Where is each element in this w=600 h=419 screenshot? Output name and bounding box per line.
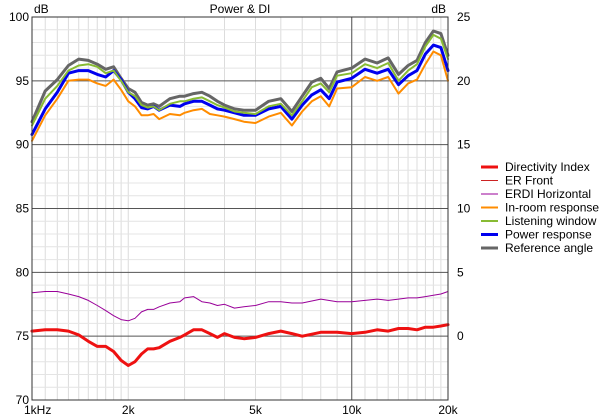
x-tick-label: 10k xyxy=(342,403,362,417)
right-tick-label: 5 xyxy=(457,265,464,279)
series-line-in-room-response xyxy=(31,50,449,142)
series-layer xyxy=(30,29,450,367)
left-tick-label: 100 xyxy=(9,10,29,24)
right-tick-label: 15 xyxy=(457,138,471,152)
right-axis-unit: dB xyxy=(431,2,446,16)
series-line-erdi-horizontal xyxy=(31,291,449,322)
legend-label-listening-window: Listening window xyxy=(505,214,597,228)
legend-label-reference-angle: Reference angle xyxy=(505,241,593,255)
left-axis-unit: dB xyxy=(34,2,49,16)
legend-label-directivity-index: Directivity Index xyxy=(505,160,590,174)
series-line-power-response xyxy=(30,43,450,136)
left-axis-ticks: 70 75 80 85 90 95 100 xyxy=(9,10,29,407)
x-tick-label: 1kHz xyxy=(24,403,51,417)
legend-label-erdi-horizontal: ERDI Horizontal xyxy=(505,187,591,201)
series-line-directivity-index xyxy=(30,323,450,367)
series-line-reference-angle xyxy=(30,29,450,124)
left-tick-label: 80 xyxy=(16,265,30,279)
x-tick-label: 5k xyxy=(249,403,263,417)
plot-frame xyxy=(31,16,449,401)
x-tick-label: 2k xyxy=(122,403,136,417)
left-tick-label: 85 xyxy=(16,202,30,216)
right-axis-ticks: 0 5 10 15 20 25 xyxy=(457,10,471,343)
right-tick-label: 25 xyxy=(457,10,471,24)
grid-major xyxy=(32,17,448,400)
legend-label-in-room-response: In-room response xyxy=(505,201,599,215)
chart-title: Power & DI xyxy=(210,2,271,16)
left-tick-label: 90 xyxy=(16,138,30,152)
left-tick-label: 75 xyxy=(16,329,30,343)
x-tick-label: 20k xyxy=(438,403,458,417)
left-tick-label: 70 xyxy=(16,393,30,407)
right-tick-label: 0 xyxy=(457,329,464,343)
series-line-listening-window xyxy=(31,33,449,127)
right-tick-label: 20 xyxy=(457,74,471,88)
left-tick-label: 95 xyxy=(16,74,30,88)
legend-label-power-response: Power response xyxy=(505,228,592,242)
right-tick-label: 10 xyxy=(457,202,471,216)
x-axis-ticks: 1kHz 2k 5k 10k 20k xyxy=(24,403,459,417)
legend-label-er-front: ER Front xyxy=(505,174,554,188)
